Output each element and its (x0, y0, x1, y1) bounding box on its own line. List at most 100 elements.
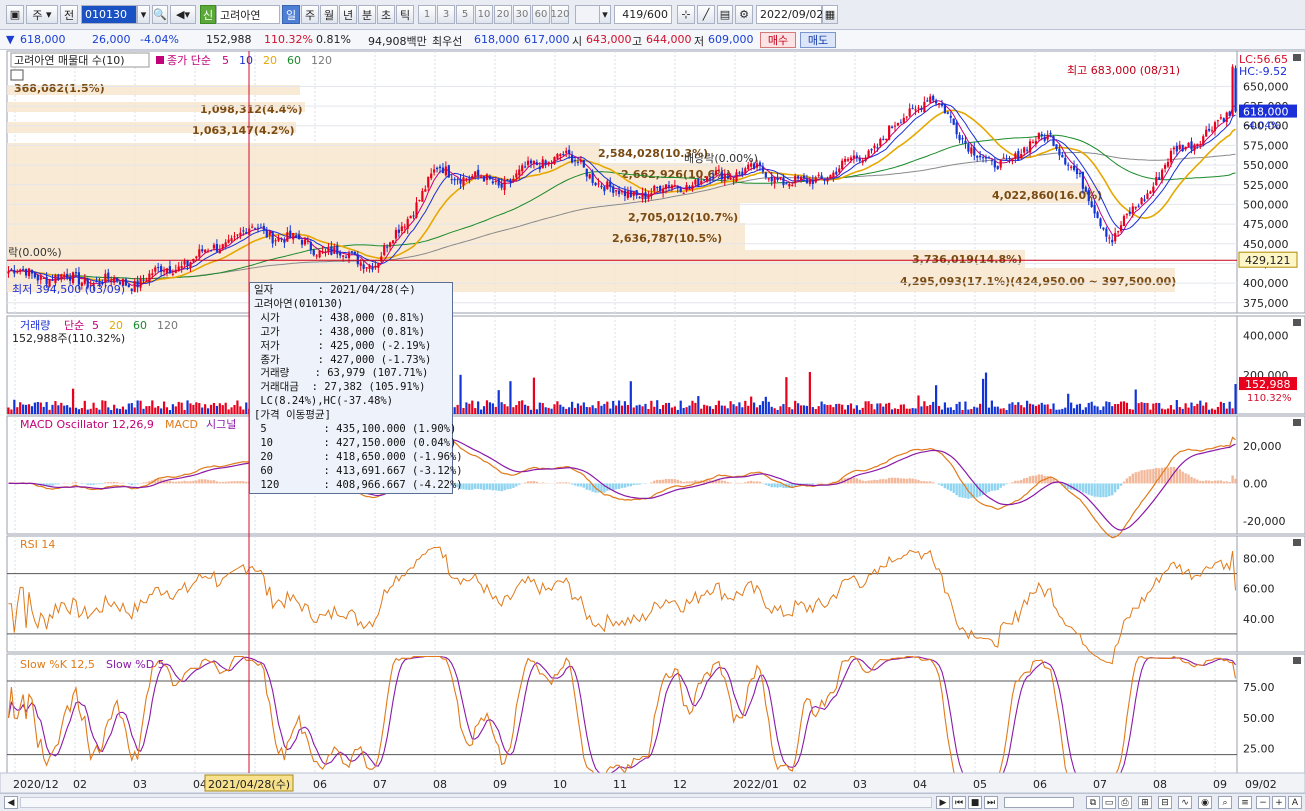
volume-profile-bar (7, 143, 600, 163)
interval-tab[interactable]: 분 (358, 5, 376, 24)
buy-button[interactable]: 매수 (760, 32, 796, 48)
macd-oscillator-bar (57, 483, 60, 485)
macd-oscillator-bar (115, 482, 119, 484)
volume-bar (1166, 408, 1170, 414)
window-icon[interactable]: ▭ (1102, 796, 1116, 809)
candle-body (236, 234, 239, 236)
macd-oscillator-bar (1072, 483, 1076, 491)
stock-code-input[interactable]: 010130 (81, 5, 137, 24)
split-icon[interactable]: ⊞ (1138, 796, 1152, 809)
zoom-icon[interactable]: ⌕ (1218, 796, 1232, 809)
minute-unit-button[interactable]: 60 (532, 5, 550, 24)
hc-label: HC:-9.52 (1239, 65, 1287, 78)
candle-body (1193, 144, 1196, 151)
last-icon[interactable]: ⏭ (984, 796, 998, 809)
minute-unit-button[interactable]: 5 (456, 5, 474, 24)
dividend-note: 배당락(0.00%) (684, 152, 758, 165)
macd-oscillator-bar (104, 482, 107, 484)
macd-oscillator-bar (142, 482, 145, 484)
candle-body (295, 235, 298, 237)
volume-bar (653, 406, 656, 414)
stop-icon[interactable]: ■ (968, 796, 982, 809)
volume-bar (964, 401, 967, 414)
macd-oscillator-bar (159, 479, 163, 484)
first-icon[interactable]: ⏮ (952, 796, 966, 809)
zoom-out-icon[interactable]: − (1256, 796, 1270, 809)
interval-tab[interactable]: 초 (377, 5, 395, 24)
count-field[interactable]: 419/600 (614, 5, 672, 24)
macd-oscillator-bar (688, 481, 691, 484)
sell-button[interactable]: 매도 (800, 32, 836, 48)
volume-bar (600, 405, 603, 414)
save-icon[interactable]: ▤ (717, 5, 733, 24)
volume-bar (71, 388, 75, 414)
macd-oscillator-bar (1052, 478, 1055, 484)
candle-body (1023, 147, 1026, 153)
code-dropdown[interactable]: ▾ (137, 5, 150, 24)
date-input[interactable]: 2022/09/02 (756, 5, 823, 24)
minute-unit-button[interactable]: 3 (437, 5, 455, 24)
minute-unit-button[interactable]: 120 (550, 5, 570, 24)
search-icon[interactable]: 🔍 (152, 5, 168, 24)
prev-button[interactable]: 전 (60, 5, 78, 24)
rsi-line (8, 546, 1236, 665)
custom-unit-dropdown[interactable]: ▾ (599, 5, 611, 24)
scroll-track[interactable] (20, 797, 932, 808)
candle-body (186, 260, 189, 266)
candle-body (124, 279, 127, 286)
macd-oscillator-bar (535, 481, 539, 484)
camera-icon[interactable]: ◉ (1198, 796, 1212, 809)
candle-body (591, 172, 594, 183)
candle-body (779, 177, 782, 179)
indicator-icon[interactable]: ∿ (1178, 796, 1192, 809)
interval-tab[interactable]: 틱 (396, 5, 414, 24)
sound-icon[interactable]: ◀▾ (170, 5, 196, 24)
volume-bar (19, 402, 22, 414)
candle-body (526, 160, 530, 166)
candle-body (893, 125, 897, 127)
zoom-in-icon[interactable]: + (1272, 796, 1286, 809)
candle-body (183, 261, 186, 265)
zoom-slider[interactable] (1004, 797, 1074, 808)
scroll-right-icon[interactable]: ▶ (936, 796, 950, 809)
macd-oscillator-bar (515, 483, 518, 487)
candle-body (1105, 228, 1108, 237)
stock-name-field[interactable]: 고려아연 (216, 5, 280, 24)
quote-price-icon: ▼ (6, 33, 15, 46)
macd-oscillator-bar (107, 482, 110, 484)
candle-body (882, 138, 885, 140)
menu-icon[interactable]: ≡ (1238, 796, 1252, 809)
gear-icon[interactable]: ⚙ (735, 5, 753, 24)
macd-oscillator-bar (1002, 483, 1005, 486)
volume-bar (623, 401, 627, 414)
font-size-icon[interactable]: A (1288, 796, 1302, 809)
macd-oscillator-bar (227, 481, 230, 484)
period-select[interactable]: 주 ▾ (26, 5, 58, 24)
candle-body (465, 178, 468, 180)
interval-tab[interactable]: 월 (320, 5, 338, 24)
minute-unit-button[interactable]: 10 (475, 5, 493, 24)
scroll-left-icon[interactable]: ◀ (4, 796, 18, 809)
interval-tab[interactable]: 년 (339, 5, 357, 24)
interval-tab[interactable]: 일 (282, 5, 300, 24)
interval-tab[interactable]: 주 (301, 5, 319, 24)
copy-icon[interactable]: ⧉ (1086, 796, 1100, 809)
drawing-tool-icon[interactable]: ╱ (697, 5, 715, 24)
candle-body (1210, 130, 1214, 132)
macd-oscillator-bar (532, 481, 536, 484)
minute-unit-button[interactable]: 20 (494, 5, 512, 24)
layout-icon[interactable]: ⊟ (1158, 796, 1172, 809)
print-icon[interactable]: ⎙ (1118, 796, 1132, 809)
calendar-icon[interactable]: ▦ (822, 5, 838, 24)
volume-bar (36, 401, 39, 414)
volume-bar (113, 404, 116, 414)
macd-oscillator-bar (145, 482, 148, 484)
chart-window-icon[interactable]: ▣ (6, 5, 24, 24)
minute-unit-button[interactable]: 1 (418, 5, 436, 24)
volume-bar (479, 409, 483, 414)
candle-body (1128, 211, 1131, 214)
stock-chart[interactable]: 368,082(1.5%) 1,098,312(4.4%) 1,063,147(4.… (0, 50, 1305, 811)
crosshair-icon[interactable]: ⊹ (677, 5, 695, 24)
candle-body (638, 197, 641, 199)
minute-unit-button[interactable]: 30 (513, 5, 531, 24)
